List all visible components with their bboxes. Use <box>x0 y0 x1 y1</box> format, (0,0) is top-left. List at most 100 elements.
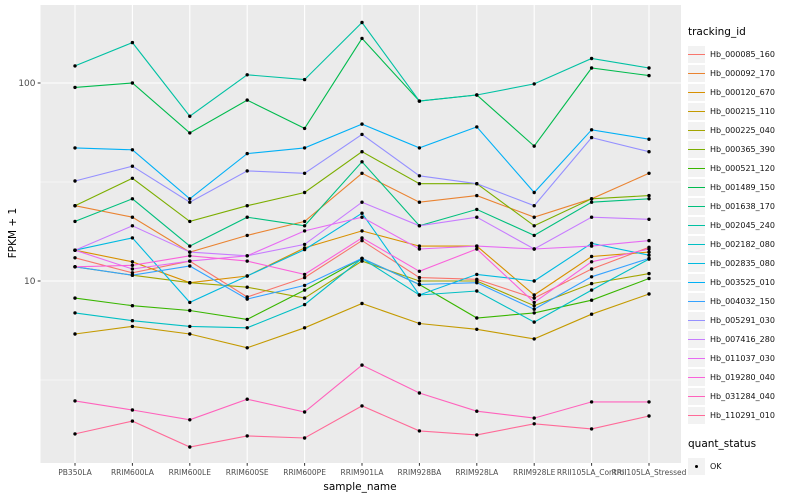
data-point <box>589 288 594 292</box>
data-point <box>188 445 192 449</box>
legend-item: Hb_002045_240 <box>688 217 800 234</box>
data-point <box>130 236 135 240</box>
data-point <box>302 275 307 280</box>
data-point <box>532 304 536 308</box>
data-point <box>532 233 536 238</box>
data-point <box>589 400 594 404</box>
data-point <box>245 254 249 258</box>
x-tick-label: RRIM600LE <box>169 468 212 477</box>
data-point <box>245 259 249 263</box>
x-tick-label: RRIM901LA <box>341 468 385 477</box>
data-point <box>245 346 249 350</box>
legend-item: Hb_001638_170 <box>688 198 800 215</box>
legend-key-line-icon <box>688 395 705 398</box>
data-point <box>130 263 135 267</box>
data-point <box>73 64 77 68</box>
legend-key-line-icon <box>688 414 705 417</box>
data-point <box>647 193 651 198</box>
legend-key <box>688 122 705 139</box>
data-point <box>532 82 536 86</box>
point-marker-icon <box>694 464 699 469</box>
data-point <box>647 137 651 141</box>
data-point <box>188 259 192 263</box>
data-point <box>245 317 249 322</box>
data-point <box>532 279 536 283</box>
data-point <box>188 264 192 268</box>
data-point <box>302 77 307 82</box>
legend-item: Hb_007416_280 <box>688 331 800 348</box>
legend-item-label: Hb_004032_150 <box>710 297 775 306</box>
data-point <box>360 363 364 367</box>
data-point <box>417 182 422 186</box>
data-point <box>647 276 651 281</box>
legend-key <box>688 293 705 310</box>
data-point <box>245 274 249 278</box>
data-point <box>130 260 135 264</box>
legend-key-point <box>688 458 705 475</box>
data-point <box>532 300 536 305</box>
data-point <box>188 219 192 224</box>
data-point <box>589 135 594 140</box>
data-point <box>417 279 422 283</box>
data-point <box>302 224 307 228</box>
data-point <box>589 312 594 316</box>
data-point <box>532 293 536 297</box>
x-tick-label: RRIM600LA <box>111 468 155 477</box>
legend-key <box>688 274 705 291</box>
legend-key-line-icon <box>688 376 705 379</box>
legend-item-label: Hb_000085_160 <box>710 50 775 59</box>
data-point <box>360 200 364 204</box>
legend-key-line-icon <box>688 338 705 341</box>
data-point <box>130 324 135 329</box>
data-point <box>302 247 307 252</box>
data-point <box>589 427 594 431</box>
legend-items: Hb_000085_160 Hb_000092_170 Hb_000120_670 H… <box>688 46 800 424</box>
data-point <box>417 282 422 287</box>
legend-item: Hb_001489_150 <box>688 179 800 196</box>
data-point <box>245 285 249 289</box>
legend-item-quant-ok: OK <box>688 458 800 475</box>
data-point <box>532 215 536 219</box>
data-point <box>589 260 594 264</box>
legend: tracking_id Hb_000085_160 Hb_000092_170 Hb… <box>688 26 800 475</box>
data-point <box>302 146 307 150</box>
legend-item: Hb_110291_010 <box>688 407 800 424</box>
data-point <box>647 250 651 254</box>
data-point <box>245 215 249 219</box>
data-point <box>589 197 594 201</box>
data-point <box>130 419 135 423</box>
legend-item-label: Hb_000120_670 <box>710 88 775 97</box>
data-point <box>130 164 135 168</box>
data-point <box>360 404 364 408</box>
legend-item: Hb_003525_010 <box>688 274 800 291</box>
data-point <box>532 204 536 208</box>
data-point <box>188 114 192 118</box>
data-point <box>475 193 479 198</box>
legend-item-label: Hb_002835_080 <box>710 259 775 268</box>
legend-key-line-icon <box>688 72 705 75</box>
legend-item: Hb_031284_040 <box>688 388 800 405</box>
legend-key-line-icon <box>688 53 705 56</box>
data-point <box>417 200 422 204</box>
legend-key <box>688 407 705 424</box>
data-point <box>589 244 594 248</box>
legend-key-line-icon <box>688 129 705 132</box>
data-point <box>188 300 192 305</box>
data-point <box>302 190 307 195</box>
data-point <box>589 281 594 286</box>
legend-key-line-icon <box>688 243 705 246</box>
data-point <box>302 302 307 307</box>
data-point <box>417 146 422 150</box>
data-point <box>302 283 307 288</box>
data-point <box>130 81 135 85</box>
data-point <box>475 289 479 293</box>
legend-key-line-icon <box>688 300 705 303</box>
legend-title-tracking-id: tracking_id <box>688 26 746 38</box>
data-point <box>360 20 364 25</box>
data-point <box>475 327 479 331</box>
data-point <box>188 250 192 254</box>
legend-key <box>688 103 705 120</box>
data-point <box>302 288 307 292</box>
data-point <box>130 215 135 219</box>
